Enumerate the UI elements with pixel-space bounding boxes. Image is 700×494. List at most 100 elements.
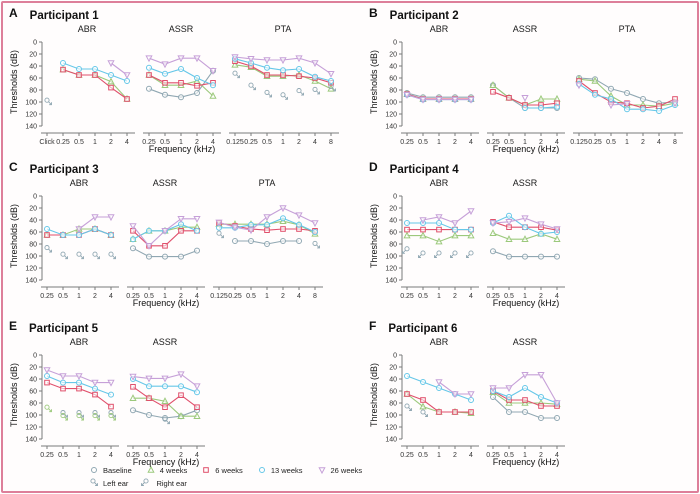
left-ear-no-response-icon bbox=[328, 83, 336, 92]
svg-text:0.5: 0.5 bbox=[246, 293, 256, 300]
svg-text:0: 0 bbox=[393, 194, 397, 201]
panel-title: Participant 4 bbox=[389, 164, 459, 176]
svg-text:1: 1 bbox=[77, 293, 81, 300]
svg-text:0.5: 0.5 bbox=[160, 139, 170, 146]
x-axis-label: Frequency (kHz) bbox=[492, 144, 560, 154]
subplot-A-ASSR: ASSR 0.25 0.5 1 2 4 bbox=[142, 24, 221, 146]
svg-text:0: 0 bbox=[33, 353, 37, 360]
svg-text:0.5: 0.5 bbox=[606, 139, 616, 146]
svg-text:1: 1 bbox=[163, 452, 167, 459]
left-ear-no-response-icon bbox=[108, 251, 116, 260]
y-axis-label: Thresholds (dB) bbox=[369, 203, 379, 269]
svg-text:1: 1 bbox=[437, 139, 441, 146]
svg-text:140: 140 bbox=[385, 124, 397, 131]
x-axis-label: Frequency (kHz) bbox=[132, 457, 200, 467]
svg-text:8: 8 bbox=[313, 293, 317, 300]
svg-text:20: 20 bbox=[389, 52, 397, 59]
svg-text:140: 140 bbox=[385, 437, 397, 444]
circle-icon bbox=[258, 467, 265, 473]
svg-text:ASSR: ASSR bbox=[513, 24, 538, 34]
svg-text:80: 80 bbox=[389, 88, 397, 95]
svg-text:20: 20 bbox=[29, 52, 37, 59]
svg-text:0.25: 0.25 bbox=[244, 139, 258, 146]
left-ear-no-response-icon bbox=[44, 245, 52, 253]
svg-text:20: 20 bbox=[29, 206, 37, 213]
svg-text:140: 140 bbox=[25, 124, 37, 131]
legend-item-4-weeks: 4 weeks bbox=[146, 465, 187, 475]
svg-text:100: 100 bbox=[25, 413, 37, 420]
svg-text:PTA: PTA bbox=[259, 178, 276, 188]
svg-text:1: 1 bbox=[523, 452, 527, 459]
circle-icon bbox=[91, 467, 97, 473]
subplot-C-ABR: ABR 0 20 40 60 80 100 120 140 0.25 0.5 1 2 4 bbox=[25, 178, 119, 300]
svg-text:0.5: 0.5 bbox=[58, 452, 68, 459]
svg-text:100: 100 bbox=[385, 254, 397, 261]
panel-title: Participant 1 bbox=[29, 10, 99, 22]
svg-text:0.25: 0.25 bbox=[40, 293, 54, 300]
svg-text:2: 2 bbox=[297, 139, 301, 146]
left-ear-no-response-icon bbox=[296, 88, 304, 96]
svg-text:8: 8 bbox=[329, 139, 333, 146]
svg-text:1: 1 bbox=[77, 452, 81, 459]
svg-text:ABR: ABR bbox=[78, 24, 97, 34]
svg-text:40: 40 bbox=[389, 377, 397, 384]
left-ear-no-response-icon bbox=[264, 89, 272, 98]
left-ear-no-response-icon bbox=[162, 416, 170, 425]
svg-text:ASSR: ASSR bbox=[169, 24, 194, 34]
svg-text:1: 1 bbox=[523, 139, 527, 146]
svg-text:40: 40 bbox=[389, 218, 397, 225]
svg-text:0.25: 0.25 bbox=[486, 452, 500, 459]
panel-title: Participant 3 bbox=[29, 164, 99, 176]
svg-text:PTA: PTA bbox=[619, 24, 636, 34]
svg-text:0.5: 0.5 bbox=[504, 139, 514, 146]
svg-text:4: 4 bbox=[555, 452, 559, 459]
square-icon bbox=[203, 467, 210, 473]
left-ear-no-response-icon bbox=[44, 404, 52, 413]
panel-letter: A bbox=[9, 6, 18, 20]
svg-text:2: 2 bbox=[179, 293, 183, 300]
svg-text:2: 2 bbox=[539, 452, 543, 459]
legend-item-baseline: Baseline bbox=[89, 465, 132, 475]
left-ear-no-response-icon bbox=[232, 70, 240, 79]
plots-area: ABR 0 20 40 60 80 100 120 140 0.25 0.5 1 2 4 ASSR 0.25 0… bbox=[383, 22, 689, 148]
x-axis-label: Frequency (kHz) bbox=[148, 144, 216, 154]
panel-title: Participant 2 bbox=[389, 10, 459, 22]
svg-text:ABR: ABR bbox=[430, 337, 449, 347]
left-ear-no-response-icon bbox=[280, 92, 288, 100]
svg-text:1: 1 bbox=[625, 139, 629, 146]
svg-text:60: 60 bbox=[389, 76, 397, 83]
subplot-C-ASSR: ASSR 0.25 0.5 1 2 4 bbox=[126, 178, 205, 300]
svg-text:100: 100 bbox=[385, 413, 397, 420]
svg-text:120: 120 bbox=[385, 266, 397, 273]
svg-text:60: 60 bbox=[29, 389, 37, 396]
legend: Baseline 4 weeks 6 weeks 13 weeks 26 weeks L… bbox=[89, 465, 376, 491]
svg-text:0.25: 0.25 bbox=[486, 139, 500, 146]
y-axis-label: Thresholds (dB) bbox=[369, 362, 379, 428]
svg-text:2: 2 bbox=[109, 139, 113, 146]
subplot-D-ABR: ABR 0 20 40 60 80 100 120 140 0.25 0.5 1 2 4 bbox=[385, 178, 479, 300]
panel-participant-2: B Participant 2 Thresholds (dB) ABR 0 20 40 6… bbox=[369, 6, 689, 154]
panel-title: Participant 6 bbox=[388, 323, 458, 335]
svg-text:ABR: ABR bbox=[430, 178, 449, 188]
svg-text:2: 2 bbox=[93, 452, 97, 459]
x-axis-label: Frequency (kHz) bbox=[132, 298, 200, 308]
svg-text:2: 2 bbox=[539, 293, 543, 300]
svg-text:20: 20 bbox=[389, 206, 397, 213]
panel-participant-4: D Participant 4 Thresholds (dB) ABR 0 20 40 6… bbox=[369, 160, 571, 308]
svg-text:80: 80 bbox=[389, 242, 397, 249]
left-ear-no-response-icon bbox=[44, 97, 52, 106]
svg-text:140: 140 bbox=[25, 278, 37, 285]
svg-text:4: 4 bbox=[125, 139, 129, 146]
panel-letter: B bbox=[369, 6, 378, 20]
left-ear-no-response-icon bbox=[92, 251, 100, 260]
left-ear-no-response-icon bbox=[60, 251, 68, 260]
svg-text:120: 120 bbox=[385, 425, 397, 432]
right-ear-no-response-icon bbox=[402, 246, 410, 254]
svg-text:0.125: 0.125 bbox=[210, 293, 228, 300]
subplot-E-ABR: ABR 0 20 40 60 80 100 120 140 0.25 0.5 1 2 4 bbox=[25, 337, 119, 459]
plots-area: ABR 0 20 40 60 80 100 120 140 0.25 0.5 1 2 4 ASSR 0.25 0… bbox=[383, 335, 571, 461]
svg-text:ABR: ABR bbox=[70, 337, 89, 347]
svg-text:0.25: 0.25 bbox=[40, 452, 54, 459]
svg-text:0.5: 0.5 bbox=[144, 452, 154, 459]
